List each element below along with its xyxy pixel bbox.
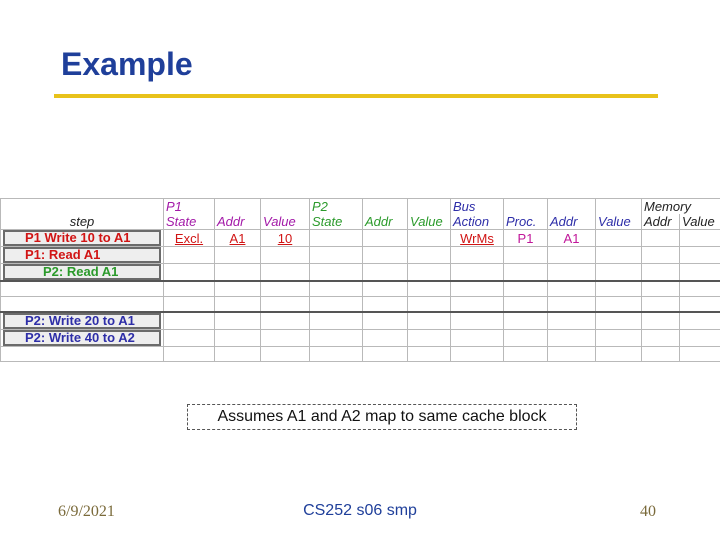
coherence-table: P1 P2 Bus Memory step State Addr Value S…	[0, 198, 720, 362]
p1-addr-header: Addr	[214, 214, 261, 230]
header-row-1: P1 P2 Bus Memory	[0, 198, 720, 214]
footer-course: CS252 s06 smp	[303, 502, 417, 519]
bus-addr-cell: A1	[547, 229, 596, 247]
bus-action-header: Action	[450, 214, 504, 230]
step-label: P1: Read A1	[3, 247, 161, 263]
step-header-top	[0, 198, 164, 214]
assumption-note: Assumes A1 and A2 map to same cache bloc…	[187, 404, 577, 430]
footer-date: 6/9/2021	[58, 503, 115, 520]
p2-state-header: State	[309, 214, 363, 230]
header-row-2: step State Addr Value State Addr Value A…	[0, 214, 720, 230]
p2-value-header: Value	[407, 214, 451, 230]
step-label: P1 Write 10 to A1	[3, 230, 161, 246]
table-row: P2: Write 40 to A2	[0, 329, 720, 347]
bus-value-header: Value	[595, 214, 642, 230]
memory-group-header: Memory	[640, 198, 720, 214]
table-row	[0, 296, 720, 313]
page-number: 40	[640, 503, 656, 520]
table-row	[0, 280, 720, 297]
bus-action-cell: WrMs	[450, 229, 504, 247]
table-row: P1 Write 10 to A1 Excl. A1 10 WrMs P1 A1	[0, 229, 720, 247]
table-row: P2: Write 20 to A1	[0, 311, 720, 330]
table-row: P1: Read A1	[0, 246, 720, 264]
step-label: P2: Write 20 to A1	[3, 313, 161, 329]
table-row	[0, 346, 720, 362]
step-label: P2: Write 40 to A2	[3, 330, 161, 346]
p1-value-header: Value	[260, 214, 310, 230]
p1-group-header: P1	[163, 198, 215, 214]
p1-value-cell: 10	[260, 229, 310, 247]
bus-proc-header: Proc.	[503, 214, 548, 230]
p1-state-header: State	[163, 214, 215, 230]
bus-addr-header: Addr	[547, 214, 596, 230]
p1-addr-cell: A1	[214, 229, 261, 247]
bus-group-header: Bus	[450, 198, 504, 214]
step-header: step	[0, 214, 164, 230]
table-row: P2: Read A1	[0, 263, 720, 282]
mem-value-header: Value	[678, 214, 720, 230]
p2-addr-header: Addr	[362, 214, 408, 230]
title-underline	[54, 94, 658, 98]
p1-state-cell: Excl.	[163, 229, 215, 247]
p2-group-header: P2	[309, 198, 363, 214]
mem-addr-header: Addr	[641, 214, 680, 230]
slide-title: Example	[61, 46, 193, 82]
step-label: P2: Read A1	[3, 264, 161, 280]
bus-proc-cell: P1	[503, 229, 548, 247]
